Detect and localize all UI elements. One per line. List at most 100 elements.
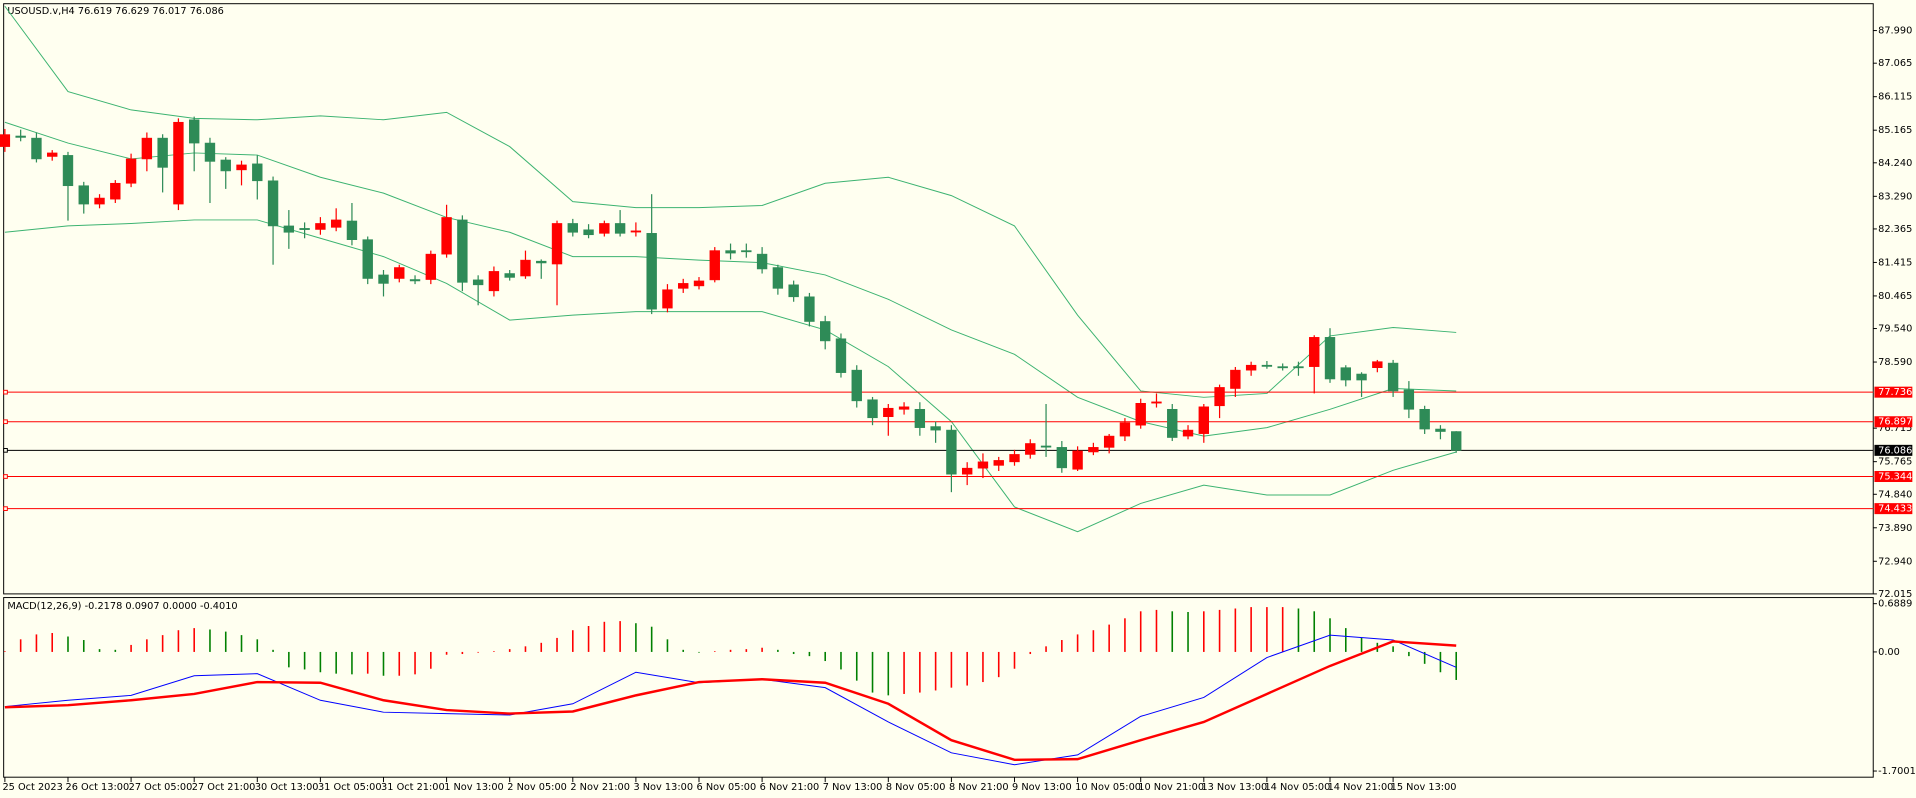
candle-body bbox=[94, 197, 105, 205]
level-marker bbox=[3, 448, 8, 453]
candle-body bbox=[693, 280, 705, 287]
level-marker bbox=[3, 419, 8, 425]
candle-body bbox=[898, 406, 910, 410]
y-tick-label: 80.465 bbox=[1878, 291, 1912, 302]
candle-body bbox=[1277, 366, 1288, 369]
candle-body bbox=[252, 163, 263, 182]
level-label-box bbox=[1874, 444, 1913, 456]
x-tick-label: 10 Nov 21:00 bbox=[1138, 782, 1204, 793]
candle-body bbox=[315, 223, 326, 230]
level-marker bbox=[3, 389, 8, 395]
candle-body bbox=[1182, 429, 1194, 437]
candle-body bbox=[851, 369, 862, 402]
y-tick-label: -1.7001 bbox=[1878, 766, 1916, 777]
candle-body bbox=[504, 273, 515, 278]
y-tick-label: 0.00 bbox=[1878, 647, 1900, 658]
chart-title: USOUSD.v,H4 76.619 76.629 76.017 76.086 bbox=[7, 6, 224, 17]
candle-body bbox=[0, 134, 11, 147]
y-tick-label: 85.165 bbox=[1878, 125, 1912, 136]
candle-body bbox=[567, 223, 578, 233]
x-tick-label: 15 Nov 13:00 bbox=[1391, 782, 1457, 793]
level-label-box bbox=[1874, 503, 1913, 515]
candle-body bbox=[78, 185, 89, 205]
x-tick-label: 31 Oct 21:00 bbox=[381, 782, 445, 793]
x-tick-label: 8 Nov 05:00 bbox=[886, 782, 946, 793]
candle-body bbox=[31, 137, 42, 160]
x-tick-label: 2 Nov 05:00 bbox=[507, 782, 567, 793]
x-tick-label: 2 Nov 21:00 bbox=[570, 782, 630, 793]
y-tick-label: 86.115 bbox=[1878, 92, 1912, 103]
candle-body bbox=[630, 230, 642, 233]
macd-title: MACD(12,26,9) -0.2178 0.0907 0.0000 -0.4… bbox=[7, 601, 237, 612]
candle-body bbox=[378, 274, 389, 284]
candle-body bbox=[1151, 401, 1162, 404]
candle-body bbox=[1119, 422, 1131, 437]
candle-body bbox=[1056, 447, 1068, 469]
candle-body bbox=[1230, 369, 1241, 389]
candle-body bbox=[1356, 373, 1367, 381]
x-tick-label: 14 Nov 21:00 bbox=[1328, 782, 1394, 793]
level-label: 77.736 bbox=[1878, 387, 1912, 398]
candle-body bbox=[220, 159, 231, 172]
candle-body bbox=[1040, 445, 1052, 448]
candle-body bbox=[1403, 389, 1415, 410]
candle-body bbox=[173, 121, 184, 205]
candle-body bbox=[1135, 402, 1146, 426]
x-tick-label: 10 Nov 05:00 bbox=[1075, 782, 1141, 793]
candle-body bbox=[930, 426, 941, 431]
candle-body bbox=[15, 135, 26, 138]
y-tick-label: 87.990 bbox=[1878, 26, 1912, 37]
candle-body bbox=[914, 408, 926, 428]
candle-body bbox=[756, 253, 768, 270]
level-label: 76.086 bbox=[1878, 445, 1912, 456]
candle-body bbox=[1009, 454, 1020, 463]
candle-body bbox=[362, 239, 373, 279]
x-tick-label: 27 Oct 05:00 bbox=[129, 782, 193, 793]
candle-body bbox=[1451, 431, 1462, 451]
candle-body bbox=[283, 225, 295, 233]
x-tick-label: 31 Oct 05:00 bbox=[318, 782, 382, 793]
candle-body bbox=[441, 217, 452, 255]
candle-body bbox=[1309, 337, 1320, 367]
bollinger-lower bbox=[4, 219, 1457, 533]
x-tick-label: 6 Nov 21:00 bbox=[760, 782, 820, 793]
y-tick-label: 75.765 bbox=[1878, 457, 1912, 468]
bollinger-upper bbox=[4, 5, 1457, 398]
x-tick-label: 8 Nov 21:00 bbox=[949, 782, 1009, 793]
level-marker bbox=[3, 474, 8, 479]
candle-body bbox=[1214, 387, 1225, 407]
candle-body bbox=[520, 259, 531, 277]
candle-body bbox=[993, 460, 1004, 466]
y-tick-label: 72.015 bbox=[1878, 589, 1912, 600]
candle-body bbox=[236, 164, 247, 171]
candle-body bbox=[188, 119, 200, 144]
candle-body bbox=[977, 461, 989, 469]
y-tick-label: 83.290 bbox=[1878, 191, 1912, 202]
candle-body bbox=[299, 228, 310, 230]
y-tick-label: 73.890 bbox=[1878, 523, 1912, 534]
candle-body bbox=[1088, 447, 1099, 453]
y-tick-label: 0.6889 bbox=[1878, 599, 1912, 610]
candle-body bbox=[110, 182, 121, 200]
level-label-box bbox=[1874, 471, 1913, 483]
candle-body bbox=[1340, 367, 1351, 381]
x-tick-label: 13 Nov 13:00 bbox=[1201, 782, 1267, 793]
level-label-box bbox=[1874, 416, 1913, 428]
y-tick-label: 84.240 bbox=[1878, 158, 1912, 169]
x-tick-label: 25 Oct 2023 bbox=[2, 782, 62, 793]
candle-body bbox=[457, 219, 468, 283]
macd-pane bbox=[3, 597, 1874, 778]
candle-body bbox=[678, 283, 689, 289]
y-tick-label: 87.065 bbox=[1878, 58, 1912, 69]
x-tick-label: 26 Oct 13:00 bbox=[66, 782, 130, 793]
y-tick-label: 74.840 bbox=[1878, 489, 1912, 500]
y-tick-label: 76.715 bbox=[1878, 423, 1912, 434]
candle-body bbox=[1387, 362, 1399, 392]
candle-body bbox=[488, 271, 500, 292]
x-tick-label: 27 Oct 21:00 bbox=[192, 782, 256, 793]
candle-body bbox=[425, 253, 437, 280]
candle-body bbox=[867, 399, 878, 419]
x-tick-label: 7 Nov 13:00 bbox=[823, 782, 883, 793]
